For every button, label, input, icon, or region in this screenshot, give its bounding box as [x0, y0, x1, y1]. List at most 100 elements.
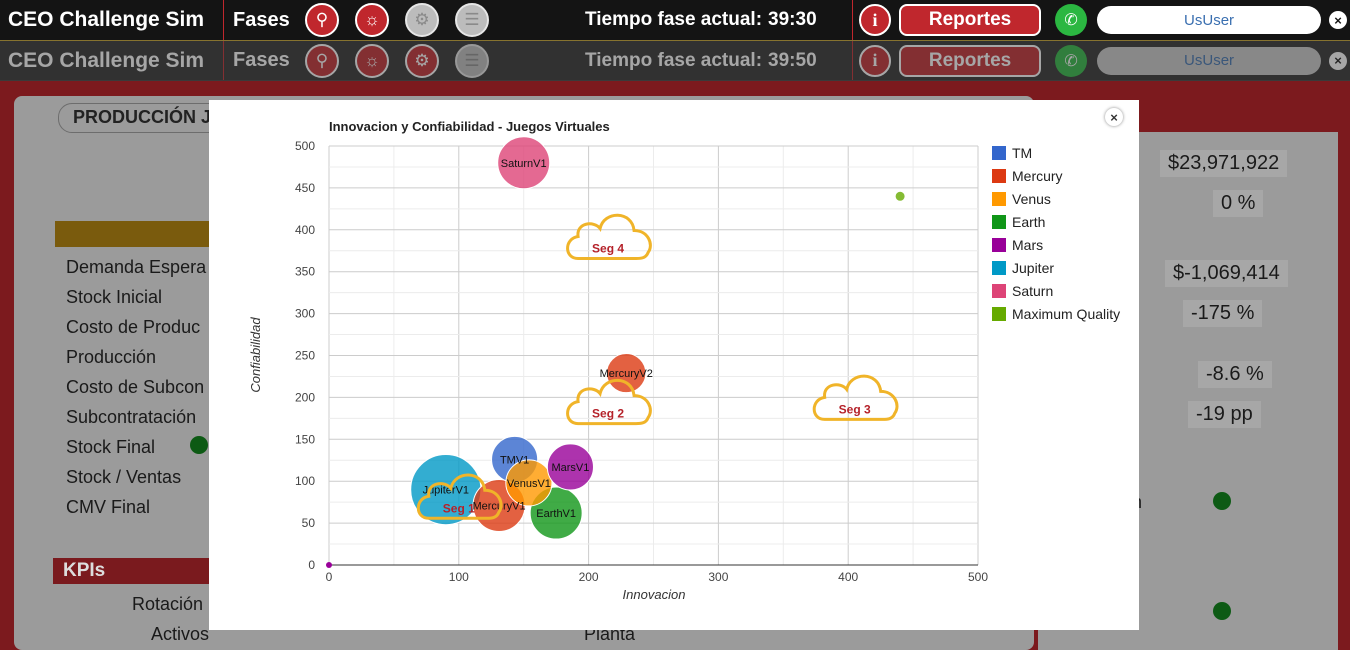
close-icon[interactable]: ×: [1329, 51, 1348, 70]
cloud-shape: [812, 374, 899, 421]
y-tick-label: 400: [295, 223, 315, 237]
segment-label: Seg 1: [443, 501, 475, 515]
legend-label: Jupiter: [1012, 260, 1055, 276]
bubble-point: [497, 136, 551, 190]
y-tick-label: 350: [295, 265, 315, 279]
bubble-label: EarthV1: [536, 508, 576, 520]
legend-label: Mars: [1012, 237, 1044, 253]
legend-item[interactable]: Maximum Quality: [992, 306, 1132, 322]
bubble-label: SaturnV1: [501, 158, 547, 170]
chart-modal: Innovacion y Confiabilidad - Juegos Virt…: [209, 100, 1139, 630]
chart-segments: Seg 1 Seg 2 Seg 3 Seg 4: [416, 213, 899, 520]
row-label: CMV Final: [66, 497, 151, 517]
legend-item[interactable]: Mars: [992, 237, 1132, 253]
y-tick-label: 300: [295, 307, 315, 321]
gears-icon[interactable]: ⚙: [405, 43, 439, 78]
time-label: Tiempo fase actual:: [585, 49, 763, 71]
y-tick-label: 150: [295, 432, 315, 446]
legend-item[interactable]: Earth: [992, 214, 1132, 230]
legend-item[interactable]: Jupiter: [992, 260, 1132, 276]
bubble-point: [326, 562, 332, 568]
bubble-chart: Innovacion y Confiabilidad - Juegos Virt…: [248, 119, 988, 602]
reportes-button[interactable]: Reportes: [899, 44, 1042, 77]
legend-swatch: [992, 169, 1006, 183]
legend-label: Earth: [1012, 214, 1046, 230]
time-label: Tiempo fase actual:: [585, 9, 763, 30]
top-bar-secondary: CEO Challenge Sim Fases ⚲ ☼ ⚙ ☰ Tiempo f…: [0, 40, 1350, 80]
x-tick-label: 200: [579, 570, 599, 584]
bubble-label: MercuryV1: [472, 501, 525, 513]
result-value: 0 %: [1213, 190, 1264, 217]
info-icon[interactable]: i: [859, 4, 892, 36]
row-label: Demanda Espera: [66, 257, 207, 277]
chart-legend: TM Mercury Venus Earth Mars Jupiter Saturn Maxi…: [992, 145, 1132, 329]
result-value: -175 %: [1183, 300, 1263, 327]
row-label: Stock Final: [66, 437, 156, 457]
chart-title: Innovacion y Confiabilidad - Juegos Virt…: [329, 119, 610, 134]
y-tick-label: 500: [295, 139, 315, 153]
y-tick-label: 250: [295, 349, 315, 363]
row-label: Costo de Subcon: [66, 377, 205, 397]
legend-label: Venus: [1012, 191, 1051, 207]
divider: [852, 41, 854, 80]
segment-cloud: [812, 374, 899, 421]
row-label: Stock / Ventas: [66, 467, 182, 487]
bubble-label: MercuryV2: [600, 368, 653, 380]
magnifier-icon[interactable]: ⚲: [305, 3, 339, 37]
magnifier-icon[interactable]: ⚲: [305, 43, 339, 78]
bubble-label: TMV1: [500, 454, 529, 466]
y-tick-label: 100: [295, 474, 315, 488]
document-icon[interactable]: ☰: [455, 43, 489, 78]
legend-swatch: [992, 261, 1006, 275]
app-brand: CEO Challenge Sim: [0, 41, 224, 80]
status-dot: [1213, 492, 1231, 510]
segment-cloud: [566, 378, 652, 426]
gears-icon[interactable]: ⚙: [405, 3, 439, 37]
lightbulb-icon[interactable]: ☼: [355, 3, 389, 37]
x-tick-label: 500: [968, 570, 988, 584]
reportes-button[interactable]: Reportes: [899, 4, 1042, 36]
status-dot: [1213, 602, 1231, 620]
legend-label: Saturn: [1012, 283, 1054, 299]
info-icon[interactable]: i: [859, 44, 892, 77]
legend-swatch: [992, 215, 1006, 229]
lightbulb-icon[interactable]: ☼: [355, 43, 389, 78]
legend-label: TM: [1012, 145, 1033, 161]
legend-item[interactable]: TM: [992, 145, 1132, 161]
bubble-label: JupiterV1: [423, 485, 469, 497]
status-dot: [190, 436, 208, 454]
bubble-label: MarsV1: [551, 462, 589, 474]
legend-label: Mercury: [1012, 168, 1063, 184]
chart-ticks: 0 100 200 300 400 500 0 50 100 150 200 250 300 350 400…: [295, 139, 988, 584]
result-value: -19 pp: [1188, 401, 1261, 428]
bubble-point: [546, 443, 594, 491]
whatsapp-icon[interactable]: ✆: [1055, 44, 1088, 77]
x-tick-label: 100: [449, 570, 469, 584]
legend-swatch: [992, 192, 1006, 206]
modal-close-button[interactable]: ×: [1105, 108, 1123, 126]
document-icon[interactable]: ☰: [455, 3, 489, 37]
legend-item[interactable]: Venus: [992, 191, 1132, 207]
legend-label: Maximum Quality: [1012, 306, 1121, 322]
y-axis-label: Confiabilidad: [248, 317, 263, 393]
segment-label: Seg 4: [592, 242, 624, 256]
legend-item[interactable]: Mercury: [992, 168, 1132, 184]
y-tick-label: 0: [308, 558, 315, 572]
cloud-shape: [566, 378, 652, 426]
user-field[interactable]: UsUser: [1097, 6, 1322, 34]
x-axis-label: Innovacion: [623, 587, 686, 602]
close-icon[interactable]: ×: [1329, 11, 1348, 29]
time-value: 39:30: [768, 9, 817, 30]
y-tick-label: 50: [302, 516, 316, 530]
legend-item[interactable]: Saturn: [992, 283, 1132, 299]
bubble-point: [505, 459, 553, 507]
legend-swatch: [992, 307, 1006, 321]
section-header-bar: [55, 221, 225, 247]
user-field[interactable]: UsUser: [1097, 46, 1322, 75]
whatsapp-icon[interactable]: ✆: [1055, 4, 1088, 36]
x-tick-label: 0: [326, 570, 333, 584]
segment-cloud: [416, 473, 503, 520]
kpi-label: Rotación: [132, 594, 204, 614]
fases-label: Fases: [233, 49, 290, 71]
